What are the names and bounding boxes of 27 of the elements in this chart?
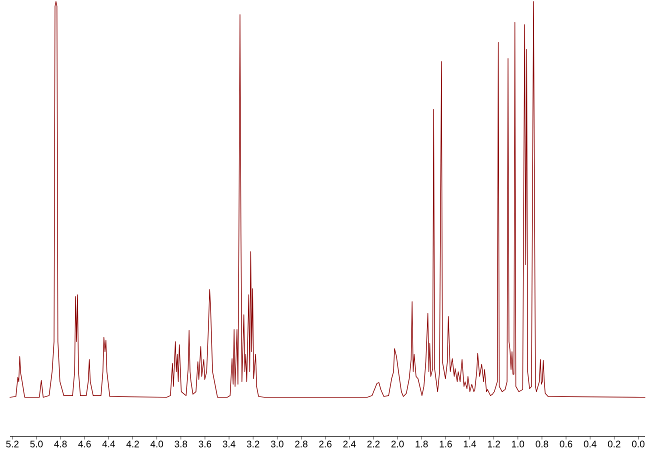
x-tick-label: 3.8 [174,440,188,448]
x-tick-label: 3.2 [246,440,260,448]
x-tick-label: 3.6 [198,440,212,448]
x-tick-label: 5.0 [30,440,43,448]
x-tick-label: 4.8 [54,440,67,448]
x-tick-label: 0.6 [560,440,572,448]
x-tick-label: 4.2 [126,440,139,448]
x-tick-label: 5.2 [6,440,19,448]
x-tick-label: 4.4 [102,440,116,447]
x-tick-label: 3.0 [270,440,284,448]
x-tick-label: 2.4 [343,440,356,448]
x-tick-label: 0.8 [536,440,548,448]
x-tick-label: 0.0 [632,440,644,448]
x-tick-label: 1.6 [440,440,452,448]
x-tick-label: 2.6 [319,440,332,448]
x-tick-label: 4.6 [78,440,91,448]
x-tick-label: 4.0 [150,440,164,448]
x-tick-label: 1.8 [416,440,428,448]
x-tick-label: 2.8 [295,440,308,448]
x-tick-label: 0.2 [608,440,620,448]
x-tick-label: 1.0 [512,440,524,448]
x-tick-label: 1.2 [488,440,500,448]
x-tick-label: 1.4 [464,440,476,447]
x-tick-label: 3.4 [222,440,236,448]
x-tick-label: 0.4 [584,440,596,448]
x-tick-label: 2.2 [367,440,380,448]
x-tick-label: 2.0 [391,440,404,448]
